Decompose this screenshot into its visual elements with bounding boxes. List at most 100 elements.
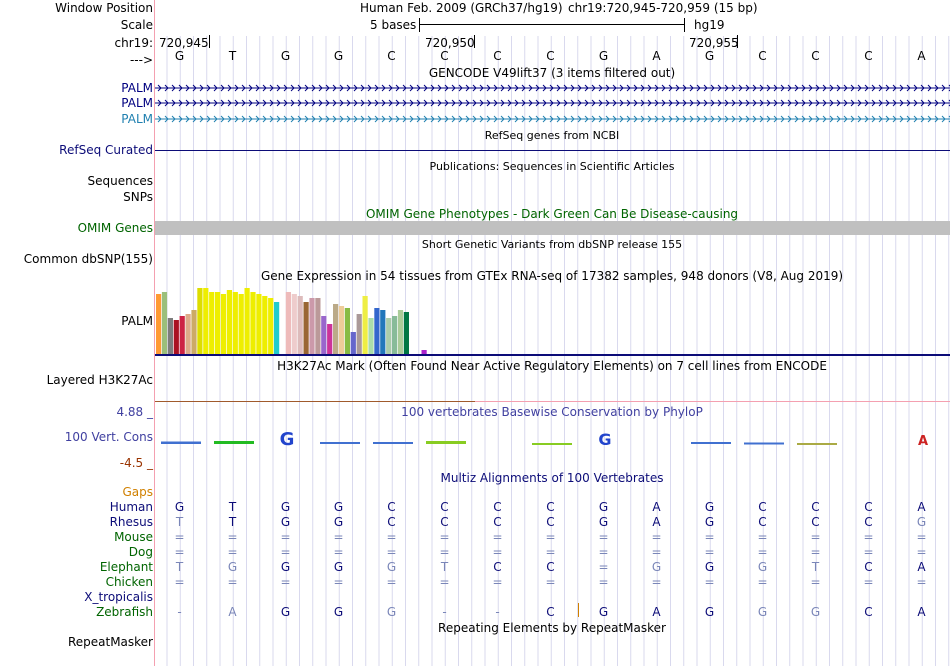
strand-arrow <box>451 84 456 92</box>
strand-arrow <box>773 99 778 107</box>
gtex-tissue-bar[interactable] <box>256 294 262 354</box>
strand-arrow <box>416 99 421 107</box>
strand-arrow <box>409 99 414 107</box>
strand-arrow <box>234 115 239 123</box>
strand-arrow <box>514 84 519 92</box>
gtex-tissue-bar[interactable] <box>285 292 291 354</box>
gtex-tissue-bar[interactable] <box>362 296 368 354</box>
gtex-tissue-bar[interactable] <box>309 298 315 354</box>
omim-feature-bar[interactable] <box>155 221 950 235</box>
gtex-tissue-bar[interactable] <box>333 304 339 354</box>
omim-label[interactable]: OMIM Genes <box>77 221 153 235</box>
strand-arrow <box>430 99 435 107</box>
insertion-marker[interactable] <box>578 603 579 617</box>
gtex-tissue-bar[interactable] <box>344 308 350 354</box>
gtex-tissue-bar[interactable] <box>209 292 215 354</box>
gtex-tissue-bar[interactable] <box>315 298 321 354</box>
gtex-tissue-bar[interactable] <box>161 292 168 354</box>
strand-arrow <box>367 115 372 123</box>
gtex-tissue-bar[interactable] <box>185 314 191 354</box>
gtex-tissue-bar[interactable] <box>356 314 362 354</box>
gtex-tissue-bar[interactable] <box>215 292 221 354</box>
gtex-tissue-bar[interactable] <box>392 316 398 354</box>
gtex-tissue-bar[interactable] <box>173 320 179 354</box>
species-label[interactable]: X_tropicalis <box>84 590 153 604</box>
h3k27ac-label[interactable]: Layered H3K27Ac <box>46 373 153 387</box>
strand-arrow <box>626 84 631 92</box>
gtex-tissue-bar[interactable] <box>244 288 250 354</box>
gtex-label[interactable]: PALM <box>121 314 153 328</box>
species-label[interactable]: Zebrafish <box>96 605 153 619</box>
alignment-base: = <box>704 575 715 589</box>
gtex-tissue-bar[interactable] <box>386 318 392 354</box>
gtex-tissue-bar[interactable] <box>350 332 356 354</box>
refseq-gene-line[interactable] <box>155 150 950 151</box>
gencode-label-palm-2[interactable]: PALM <box>121 96 153 110</box>
cons-label[interactable]: 100 Vert. Cons <box>64 430 153 444</box>
gtex-tissue-bar[interactable] <box>403 312 409 354</box>
species-label[interactable]: Mouse <box>114 530 153 544</box>
gtex-tissue-bar[interactable] <box>191 310 197 354</box>
repeatmasker-label[interactable]: RepeatMasker <box>67 635 153 649</box>
strand-arrow <box>514 115 519 123</box>
gtex-tissue-bar[interactable] <box>374 308 380 354</box>
alignment-base: = <box>863 545 874 559</box>
gtex-tissue-bar[interactable] <box>197 288 203 354</box>
gtex-tissue-bar[interactable] <box>321 316 327 354</box>
dbsnp-label[interactable]: Common dbSNP(155) <box>23 252 153 266</box>
label-strand[interactable]: ---> <box>129 53 153 67</box>
species-label[interactable]: Dog <box>128 545 153 559</box>
gtex-tissue-bar[interactable] <box>262 296 268 354</box>
refseq-label[interactable]: RefSeq Curated <box>59 143 153 157</box>
gencode-label-palm-3[interactable]: PALM <box>121 112 153 126</box>
gtex-tissue-bar[interactable] <box>226 290 232 354</box>
strand-arrow <box>514 99 519 107</box>
gtex-tissue-bar[interactable] <box>380 310 386 354</box>
gtex-tissue-bar[interactable] <box>421 350 427 354</box>
species-label[interactable]: Chicken <box>105 575 153 589</box>
strand-arrow <box>458 84 463 92</box>
strand-arrow <box>451 99 456 107</box>
dbsnp-track-title: Short Genetic Variants from dbSNP releas… <box>421 238 683 251</box>
snps-label[interactable]: SNPs <box>123 190 153 204</box>
strand-arrow <box>682 115 687 123</box>
gtex-tissue-bar[interactable] <box>303 302 309 354</box>
sequences-label[interactable]: Sequences <box>87 174 153 188</box>
gtex-tissue-bar[interactable] <box>297 296 303 354</box>
gtex-bar-chart[interactable] <box>155 284 950 356</box>
alignment-base: = <box>227 545 238 559</box>
gtex-tissue-bar[interactable] <box>203 288 209 354</box>
gtex-tissue-bar[interactable] <box>397 310 404 354</box>
gtex-tissue-bar[interactable] <box>232 292 238 354</box>
alignment-base: = <box>333 530 344 544</box>
strand-arrow <box>759 115 764 123</box>
cons-max-label: 4.88 _ <box>116 405 153 419</box>
gencode-transcripts[interactable] <box>155 80 950 128</box>
gtex-tissue-bar[interactable] <box>167 318 173 354</box>
gtex-tissue-bar[interactable] <box>238 294 244 354</box>
strand-arrow <box>269 99 274 107</box>
gencode-label-palm-1[interactable]: PALM <box>121 81 153 95</box>
strand-arrow <box>920 84 925 92</box>
gtex-tissue-bar[interactable] <box>327 324 333 354</box>
gtex-tissue-bar[interactable] <box>291 294 297 354</box>
alignment-base: C <box>387 515 396 529</box>
gtex-tissue-bar[interactable] <box>179 316 185 354</box>
species-label[interactable]: Elephant <box>99 560 153 574</box>
gtex-tissue-bar[interactable] <box>250 292 256 354</box>
gtex-tissue-bar[interactable] <box>338 306 345 354</box>
strand-arrow <box>780 115 785 123</box>
species-label[interactable]: Human <box>109 500 153 514</box>
strand-arrow <box>479 115 484 123</box>
strand-arrow <box>934 84 939 92</box>
gtex-tissue-bar[interactable] <box>156 294 162 354</box>
strand-arrow <box>829 115 834 123</box>
species-label[interactable]: Rhesus <box>109 515 153 529</box>
gtex-tissue-bar[interactable] <box>268 298 274 354</box>
strand-arrow <box>598 99 603 107</box>
gtex-tissue-bar[interactable] <box>274 302 280 354</box>
gaps-label[interactable]: Gaps <box>122 485 153 499</box>
gtex-tissue-bar[interactable] <box>368 318 374 354</box>
gtex-tissue-bar[interactable] <box>220 294 227 354</box>
